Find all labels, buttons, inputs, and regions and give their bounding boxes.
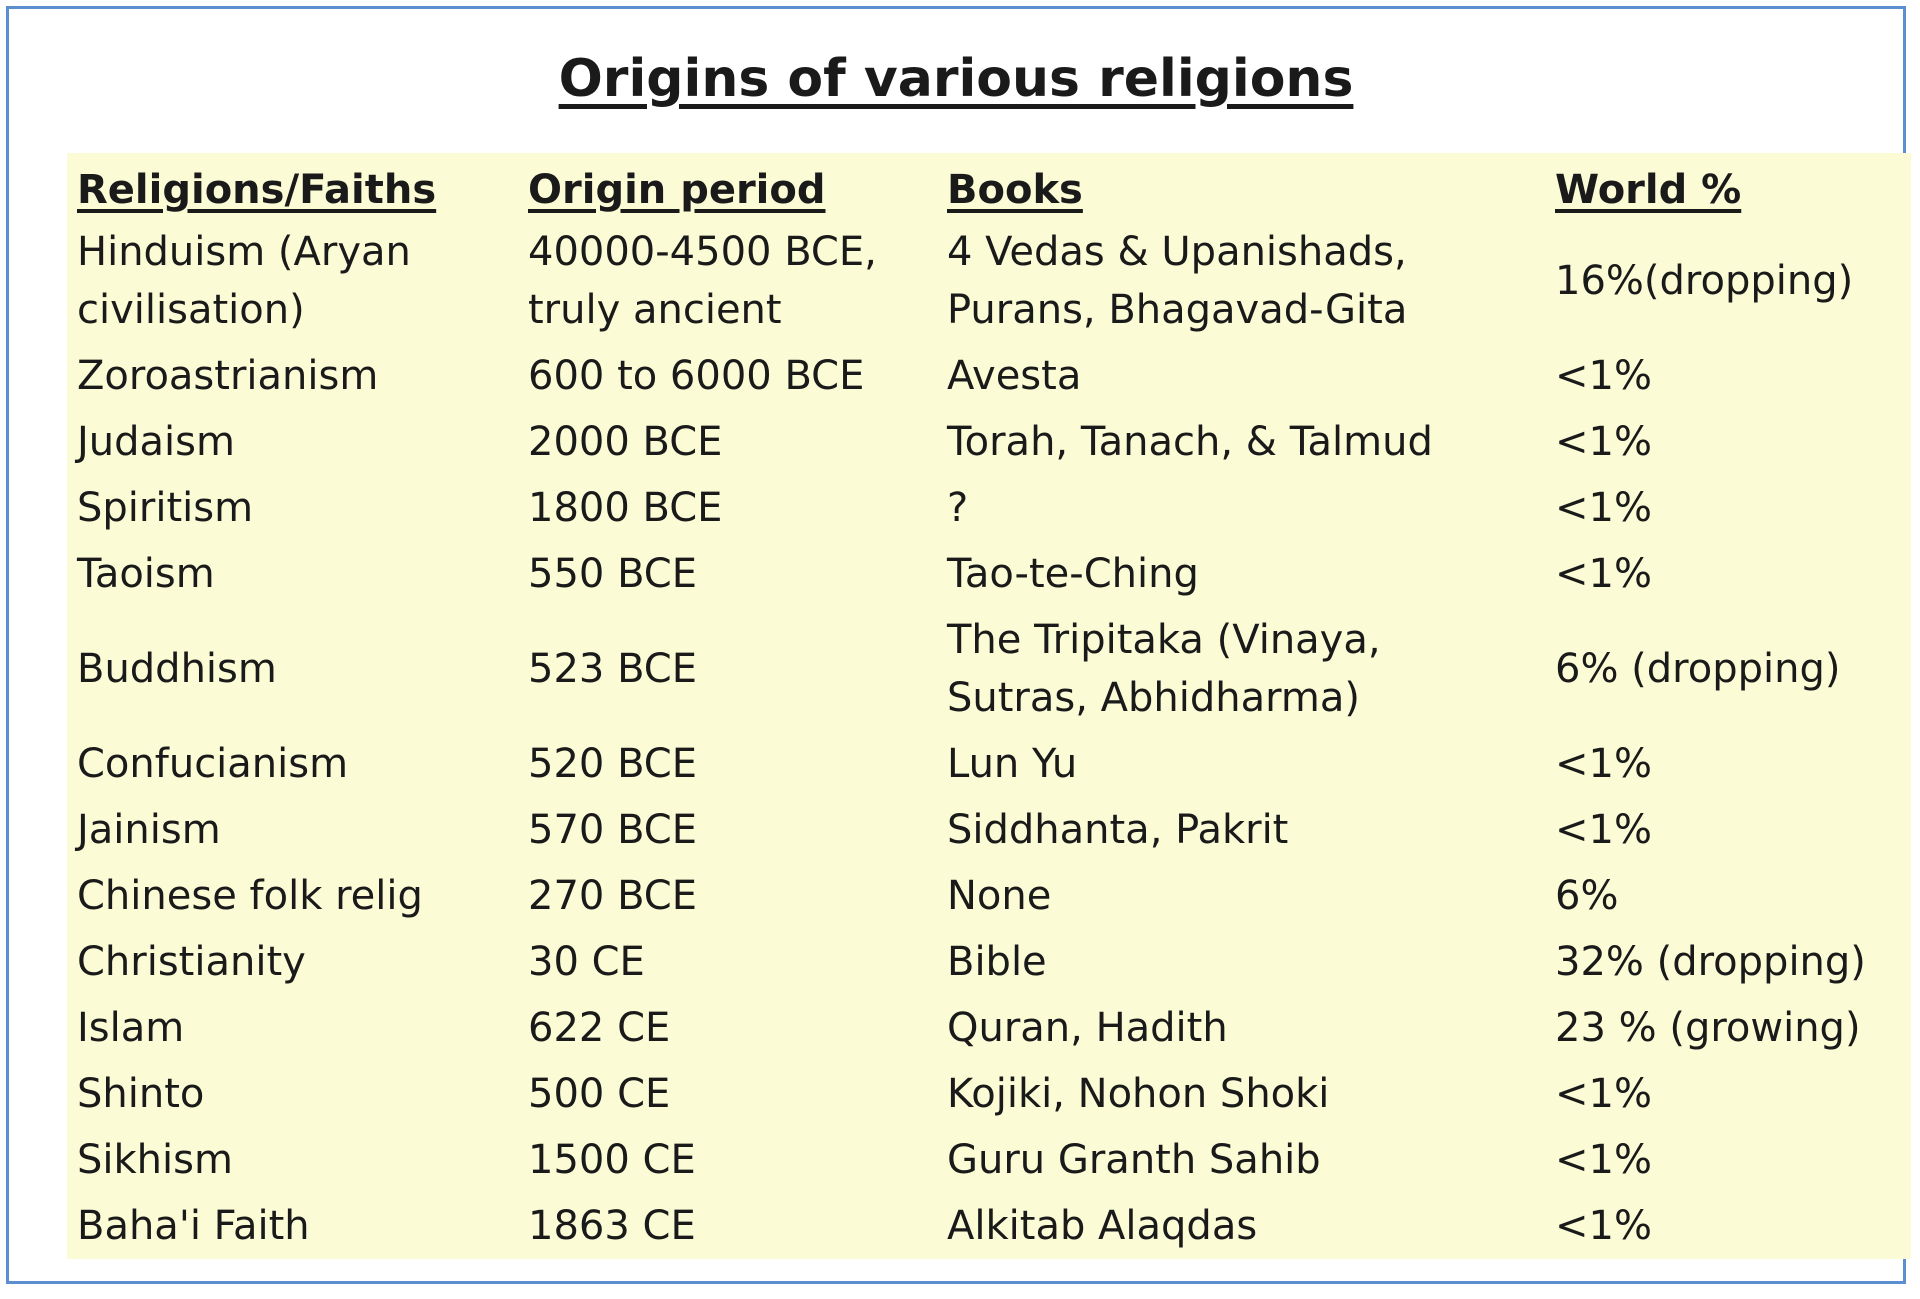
table-row: Buddhism 523 BCE The Tripitaka (Vinaya, Sut… <box>67 607 1911 731</box>
table-cell: The Tripitaka (Vinaya, Sutras, Abhidharma… <box>937 607 1545 731</box>
table-cell: Bible <box>947 939 1047 985</box>
table-cell: Torah, Tanach, & Talmud <box>947 419 1433 465</box>
cell-line: truly ancient <box>528 287 782 333</box>
header-cell: Books <box>947 167 1083 213</box>
table-cell: Kojiki, Nohon Shoki <box>947 1071 1330 1117</box>
table-row: Taoism 550 BCE Tao-te-Ching <1% <box>67 541 1911 607</box>
table-cell: Chinese folk relig <box>77 873 423 919</box>
table-cell: Tao-te-Ching <box>947 551 1199 597</box>
table-cell: Baha'i Faith <box>77 1203 310 1249</box>
table-cell: Lun Yu <box>947 741 1078 787</box>
table-row: Jainism 570 BCE Siddhanta, Pakrit <1% <box>67 797 1911 863</box>
header-cell: Religions/Faiths <box>77 167 437 213</box>
table-row: Shinto 500 CE Kojiki, Nohon Shoki <1% <box>67 1061 1911 1127</box>
table-cell: Christianity <box>77 939 306 985</box>
table-cell: 270 BCE <box>528 873 698 919</box>
table-cell: 32% (dropping) <box>1555 939 1866 985</box>
table-cell: 30 CE <box>528 939 645 985</box>
table-cell: 6% (dropping) <box>1555 646 1841 692</box>
table-row: Chinese folk relig 270 BCE None 6% <box>67 863 1911 929</box>
table-cell: 2000 BCE <box>528 419 723 465</box>
table-cell: <1% <box>1555 1203 1652 1249</box>
table-cell: Zoroastrianism <box>77 353 379 399</box>
table-cell: Buddhism <box>77 646 277 692</box>
table-cell: Guru Granth Sahib <box>947 1137 1321 1183</box>
table-cell: ? <box>947 485 969 531</box>
cell-line: Hinduism (Aryan <box>77 229 411 275</box>
cell-line: The Tripitaka (Vinaya, <box>947 617 1381 663</box>
table-cell: <1% <box>1555 485 1652 531</box>
header-row: Religions/Faiths Origin period Books World … <box>67 153 1911 219</box>
table-cell: Judaism <box>77 419 235 465</box>
table-cell: Avesta <box>947 353 1082 399</box>
cell-line: 4 Vedas & Upanishads, <box>947 229 1407 275</box>
cell-line: civilisation) <box>77 287 305 333</box>
cell-line: Purans, Bhagavad-Gita <box>947 287 1408 333</box>
table-cell: 600 to 6000 BCE <box>528 353 865 399</box>
table-cell: 6% <box>1555 873 1619 919</box>
table-row: Islam 622 CE Quran, Hadith 23 % (growing) <box>67 995 1911 1061</box>
table-body: Hinduism (Aryan civilisation) 40000-4500 B… <box>67 219 1911 1259</box>
table-row: Zoroastrianism 600 to 6000 BCE Avesta <1% <box>67 343 1911 409</box>
table-cell: <1% <box>1555 807 1652 853</box>
table-cell: 1500 CE <box>528 1137 696 1183</box>
table-cell: 16%(dropping) <box>1555 258 1854 304</box>
cell-line: Sutras, Abhidharma) <box>947 675 1360 721</box>
table-cell: Shinto <box>77 1071 205 1117</box>
header-cell: World % <box>1555 167 1742 213</box>
table-cell: Islam <box>77 1005 185 1051</box>
table-cell: Sikhism <box>77 1137 233 1183</box>
table-cell: Alkitab Alaqdas <box>947 1203 1258 1249</box>
table-cell: 622 CE <box>528 1005 671 1051</box>
table-cell: Taoism <box>77 551 215 597</box>
table-cell: Siddhanta, Pakrit <box>947 807 1289 853</box>
title: Origins of various religions <box>558 49 1354 109</box>
religions-table: Religions/Faiths Origin period Books World … <box>67 153 1911 1259</box>
table-cell: Quran, Hadith <box>947 1005 1228 1051</box>
table-cell: None <box>947 873 1052 919</box>
table-cell: 500 CE <box>528 1071 671 1117</box>
table-row: Confucianism 520 BCE Lun Yu <1% <box>67 731 1911 797</box>
table-cell: <1% <box>1555 1137 1652 1183</box>
table-cell: <1% <box>1555 551 1652 597</box>
table-cell: <1% <box>1555 419 1652 465</box>
table-cell: Spiritism <box>77 485 254 531</box>
table-cell: Hinduism (Aryan civilisation) <box>67 219 518 343</box>
table-cell: 570 BCE <box>528 807 698 853</box>
frame: Origins of various religions Religions/F… <box>6 6 1911 1284</box>
table-row: Spiritism 1800 BCE ? <1% <box>67 475 1911 541</box>
table-cell: 520 BCE <box>528 741 698 787</box>
table-cell: <1% <box>1555 353 1652 399</box>
table-cell: 40000-4500 BCE, truly ancient <box>518 219 937 343</box>
table-cell: 23 % (growing) <box>1555 1005 1861 1051</box>
header-cell: Origin period <box>528 167 826 213</box>
table-row: Baha'i Faith 1863 CE Alkitab Alaqdas <1% <box>67 1193 1911 1259</box>
table-row: Judaism 2000 BCE Torah, Tanach, & Talmud <1… <box>67 409 1911 475</box>
table-row: Sikhism 1500 CE Guru Granth Sahib <1% <box>67 1127 1911 1193</box>
table-cell: Confucianism <box>77 741 349 787</box>
cell-line: 40000-4500 BCE, <box>528 229 877 275</box>
table-cell: 1863 CE <box>528 1203 696 1249</box>
table-cell: 1800 BCE <box>528 485 723 531</box>
table-cell: 4 Vedas & Upanishads, Purans, Bhagavad-Gi… <box>937 219 1545 343</box>
table-row: Hinduism (Aryan civilisation) 40000-4500 B… <box>67 219 1911 343</box>
table-cell: Jainism <box>77 807 221 853</box>
table-cell: <1% <box>1555 741 1652 787</box>
table-cell: 523 BCE <box>528 646 698 692</box>
table-row: Christianity 30 CE Bible 32% (dropping) <box>67 929 1911 995</box>
table-cell: 550 BCE <box>528 551 698 597</box>
table-cell: <1% <box>1555 1071 1652 1117</box>
